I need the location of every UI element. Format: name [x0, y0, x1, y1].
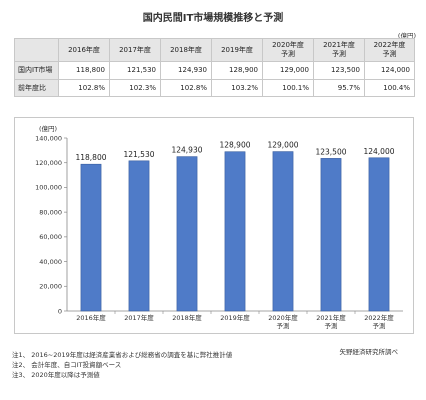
bar	[368, 157, 390, 312]
footnote: 注1、 2016~2019年度は経済産業省および総務省の調査を基に弊社推計値	[12, 351, 233, 359]
bar-data-label: 129,000	[267, 141, 298, 150]
bar-data-label: 121,530	[123, 150, 154, 159]
y-tick-label: 120,000	[35, 159, 62, 167]
x-tick-label: 2020年度	[268, 313, 298, 322]
chart-frame: (億円) 0 20,000 40,000 60,000 80,000 100,000 120,…	[14, 117, 414, 334]
page-title: 国内民間IT市場規模推移と予測	[142, 13, 284, 24]
bar	[80, 163, 102, 312]
y-tick-label: 140,000	[35, 134, 62, 142]
x-tick-label: 2017年度	[124, 313, 154, 322]
x-tick-label: 2016年度	[76, 313, 106, 322]
table-row-label: 前年度比	[14, 79, 59, 97]
table-cell: 121,530	[109, 61, 161, 80]
x-tick-label: 2021年度	[316, 313, 346, 322]
table-cell: 129,000	[262, 61, 314, 80]
bar	[224, 151, 246, 312]
summary-table: 2016年度 2017年度 2018年度 2019年度 2020年度 予測 202…	[14, 38, 415, 97]
y-tick-label: 40,000	[39, 258, 62, 266]
table-header-2018: 2018年度	[160, 38, 212, 62]
y-tick-label: 100,000	[35, 184, 62, 192]
table-cell: 102.8%	[58, 79, 110, 97]
table-cell: 123,500	[313, 61, 365, 80]
bar	[176, 156, 198, 312]
table-header-2021: 2021年度 予測	[313, 38, 365, 62]
table-header-2016: 2016年度	[58, 38, 110, 62]
x-tick-label: 2019年度	[220, 313, 250, 322]
footnote: 注3、 2020年度以降は予測値	[12, 371, 100, 379]
bar	[272, 151, 294, 312]
table-cell: 100.4%	[364, 79, 415, 97]
table-cell: 128,900	[211, 61, 263, 80]
table-header-2019: 2019年度	[211, 38, 263, 62]
bar-data-label: 118,800	[75, 153, 106, 162]
table-header-2022: 2022年度 予測	[364, 38, 415, 62]
table-row-label: 国内IT市場	[14, 61, 59, 80]
y-tick-label: 60,000	[39, 233, 62, 241]
table-unit-label: (億円)	[397, 32, 416, 40]
footnotes: 注1、 2016~2019年度は経済産業省および総務省の調査を基に弊社推計値 注…	[12, 350, 232, 380]
table-cell: 118,800	[58, 61, 110, 80]
table-row-market-size: 国内IT市場 118,800 121,530 124,930 128,900 1…	[14, 61, 415, 80]
x-tick-label: 予測	[373, 321, 386, 330]
bar-data-label: 123,500	[315, 147, 346, 156]
bar-data-label: 124,000	[363, 147, 394, 156]
y-tick-label: 80,000	[39, 208, 62, 216]
y-axis-label: (億円)	[39, 124, 57, 133]
x-tick-label: 2022年度	[364, 313, 394, 322]
x-tick-label: 予測	[277, 321, 290, 330]
table-header-row: 2016年度 2017年度 2018年度 2019年度 2020年度 予測 202…	[14, 38, 415, 62]
table-row-yoy-ratio: 前年度比 102.8% 102.3% 102.8% 103.2% 100.1% …	[14, 79, 415, 97]
x-tick-label: 2018年度	[172, 313, 202, 322]
table-corner-cell	[14, 38, 59, 62]
x-tick-label: 予測	[325, 321, 338, 330]
table-cell: 100.1%	[262, 79, 314, 97]
table-header-2020: 2020年度 予測	[262, 38, 314, 62]
bar	[320, 158, 342, 312]
y-tick-label: 20,000	[39, 283, 62, 291]
source-credit: 矢野経済研究所調べ	[339, 348, 399, 356]
table-header-2017: 2017年度	[109, 38, 161, 62]
table-cell: 124,000	[364, 61, 415, 80]
y-tick-label: 0	[58, 307, 62, 315]
table-cell: 102.8%	[160, 79, 212, 97]
table-cell: 95.7%	[313, 79, 365, 97]
bar-chart: (億円) 0 20,000 40,000 60,000 80,000 100,000 120,…	[35, 124, 403, 330]
table-cell: 103.2%	[211, 79, 263, 97]
footnote: 注2、 会計年度、自コIT投資額ベース	[12, 361, 122, 369]
table-cell: 102.3%	[109, 79, 161, 97]
table-cell: 124,930	[160, 61, 212, 80]
bar-data-label: 128,900	[219, 141, 250, 150]
bar	[128, 160, 150, 312]
bar-data-label: 124,930	[171, 146, 202, 155]
